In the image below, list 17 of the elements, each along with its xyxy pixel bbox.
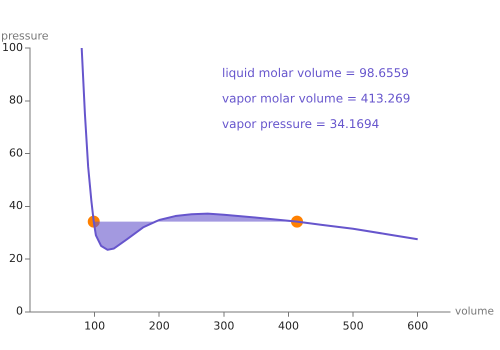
x-tick-label: 100	[84, 319, 106, 332]
y-axis-title: pressure	[1, 29, 49, 42]
x-axis-title: volume	[455, 306, 494, 318]
y-tick-label: 60	[8, 146, 23, 160]
x-tick-label: 500	[342, 319, 364, 332]
y-tick-label: 100	[2, 40, 23, 54]
annotation: vapor molar volume = 413.269	[222, 92, 410, 106]
annotation: liquid molar volume = 98.6559	[222, 66, 409, 80]
y-tick-label: 40	[8, 199, 23, 212]
y-tick-label: 20	[8, 252, 23, 265]
x-tick-label: 400	[278, 319, 299, 332]
y-tick-label: 80	[8, 94, 23, 107]
x-tick-label: 300	[213, 319, 234, 332]
x-tick-label: 200	[148, 319, 170, 332]
y-tick-label: 0	[16, 304, 23, 318]
annotation: vapor pressure = 34.1694	[222, 117, 380, 132]
x-tick-label: 600	[407, 319, 428, 332]
